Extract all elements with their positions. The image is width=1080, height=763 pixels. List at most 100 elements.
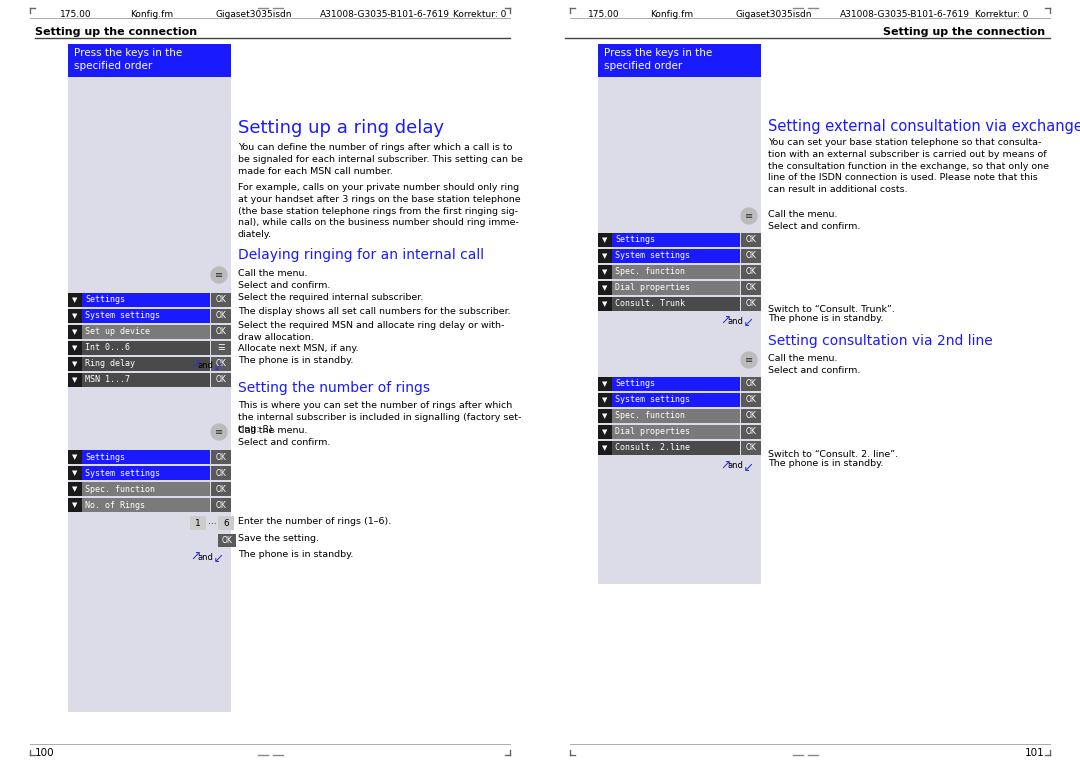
Text: OK: OK	[745, 300, 756, 308]
Text: System settings: System settings	[615, 395, 690, 404]
Text: Konfig.fm: Konfig.fm	[650, 10, 693, 19]
Bar	[68, 325, 82, 339]
Text: ▼: ▼	[603, 253, 608, 259]
Bar	[68, 357, 82, 371]
Text: A31008-G3035-B101-6-7619: A31008-G3035-B101-6-7619	[320, 10, 450, 19]
Bar	[612, 425, 740, 439]
Text: ▼: ▼	[72, 361, 78, 367]
Text: Press the keys in the: Press the keys in the	[604, 48, 712, 58]
Text: ↗: ↗	[719, 459, 730, 472]
Text: Settings: Settings	[615, 236, 654, 244]
Text: OK: OK	[745, 427, 756, 436]
Bar	[211, 341, 231, 355]
Bar	[211, 466, 231, 480]
Bar	[612, 377, 740, 391]
Text: Ring delay: Ring delay	[85, 359, 135, 369]
Bar	[612, 393, 740, 407]
Bar	[211, 357, 231, 371]
Text: ≡: ≡	[215, 427, 224, 437]
Text: OK: OK	[745, 395, 756, 404]
Bar	[211, 309, 231, 323]
Bar	[82, 498, 210, 512]
Text: ↗: ↗	[211, 358, 221, 371]
Text: Dial properties: Dial properties	[615, 284, 690, 292]
Text: 6: 6	[224, 519, 229, 527]
Text: Spec. function: Spec. function	[615, 268, 685, 276]
Text: Setting up the connection: Setting up the connection	[882, 27, 1045, 37]
Bar	[741, 281, 761, 295]
Text: ≡: ≡	[215, 270, 224, 280]
Text: 101: 101	[1025, 748, 1045, 758]
Bar	[68, 293, 82, 307]
Text: and: and	[197, 360, 213, 369]
Text: OK: OK	[216, 327, 227, 336]
Bar	[68, 309, 82, 323]
Text: The phone is in standby.: The phone is in standby.	[238, 356, 353, 365]
Text: Gigaset3035isdn: Gigaset3035isdn	[735, 10, 811, 19]
Text: ↗: ↗	[190, 358, 200, 371]
Bar	[218, 534, 237, 547]
Text: OK: OK	[745, 379, 756, 388]
Bar	[82, 357, 210, 371]
Text: Spec. function: Spec. function	[615, 411, 685, 420]
Bar	[68, 450, 82, 464]
Text: ▼: ▼	[603, 413, 608, 419]
Text: Spec. function: Spec. function	[85, 485, 156, 494]
Text: You can define the number of rings after which a call is to
be signaled for each: You can define the number of rings after…	[238, 143, 523, 175]
Bar	[741, 265, 761, 279]
Text: ▼: ▼	[603, 269, 608, 275]
Text: 175.00: 175.00	[588, 10, 620, 19]
Text: System settings: System settings	[85, 311, 160, 320]
Text: Call the menu.: Call the menu.	[768, 210, 837, 219]
Text: Switch to “Consult. 2. line”.: Switch to “Consult. 2. line”.	[768, 450, 899, 459]
Text: ↗: ↗	[190, 549, 200, 562]
Text: Setting consultation via 2nd line: Setting consultation via 2nd line	[768, 334, 993, 348]
Bar	[741, 249, 761, 263]
Text: OK: OK	[745, 411, 756, 420]
Bar	[68, 482, 82, 496]
Text: ▼: ▼	[603, 285, 608, 291]
Bar	[612, 297, 740, 311]
Bar	[598, 44, 761, 77]
Text: Korrektur: 0: Korrektur: 0	[975, 10, 1028, 19]
Bar	[741, 233, 761, 247]
Text: ▼: ▼	[72, 470, 78, 476]
Text: Press the keys in the: Press the keys in the	[75, 48, 183, 58]
Text: ▼: ▼	[72, 486, 78, 492]
Text: OK: OK	[745, 443, 756, 452]
Text: ↗: ↗	[741, 314, 752, 327]
Text: ▼: ▼	[72, 313, 78, 319]
Text: ▼: ▼	[72, 454, 78, 460]
Bar	[598, 233, 612, 247]
Text: OK: OK	[745, 236, 756, 244]
Text: Select and confirm.: Select and confirm.	[238, 438, 330, 447]
Bar	[68, 373, 82, 387]
Text: Gigaset3035isdn: Gigaset3035isdn	[215, 10, 292, 19]
Bar	[68, 498, 82, 512]
Text: OK: OK	[216, 311, 227, 320]
Text: specified order: specified order	[75, 61, 152, 71]
Bar	[82, 466, 210, 480]
Text: System settings: System settings	[615, 252, 690, 260]
Text: Save the setting.: Save the setting.	[238, 534, 319, 543]
Bar	[82, 325, 210, 339]
Text: ▼: ▼	[603, 397, 608, 403]
Bar	[211, 482, 231, 496]
Text: Settings: Settings	[85, 452, 125, 462]
Text: Allocate next MSN, if any.: Allocate next MSN, if any.	[238, 344, 359, 353]
Text: You can set your base station telephone so that consulta-
tion with an external : You can set your base station telephone …	[768, 138, 1049, 195]
Text: OK: OK	[745, 268, 756, 276]
Text: ↗: ↗	[211, 549, 221, 562]
Text: The phone is in standby.: The phone is in standby.	[768, 314, 883, 323]
Text: Settings: Settings	[85, 295, 125, 304]
Text: Konfig.fm: Konfig.fm	[130, 10, 173, 19]
Text: ☰: ☰	[217, 343, 225, 353]
Text: and: and	[727, 462, 743, 471]
Text: ▼: ▼	[72, 329, 78, 335]
Text: Int 0...6: Int 0...6	[85, 343, 130, 353]
Text: Select and confirm.: Select and confirm.	[768, 222, 861, 231]
Text: OK: OK	[216, 485, 227, 494]
Text: Switch to “Consult. Trunk”.: Switch to “Consult. Trunk”.	[768, 305, 895, 314]
Bar	[612, 233, 740, 247]
Bar	[741, 425, 761, 439]
